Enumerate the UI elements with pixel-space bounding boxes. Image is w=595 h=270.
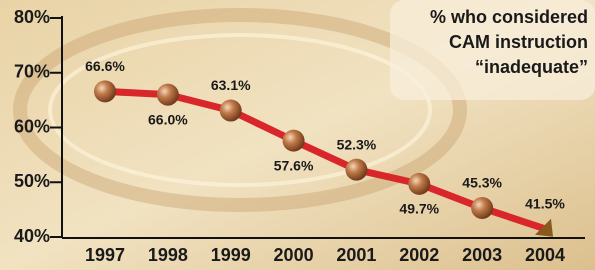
data-label: 41.5%	[525, 195, 565, 211]
x-tick-label: 2002	[399, 245, 439, 265]
marker	[283, 130, 305, 152]
marker	[345, 159, 367, 181]
marker	[220, 100, 242, 122]
chart: % who considered CAM instruction “inadeq…	[0, 0, 595, 270]
marker	[94, 80, 116, 102]
y-tick-label: 60%	[14, 116, 50, 136]
x-tick-label: 2003	[462, 245, 502, 265]
x-tick-label: 1997	[85, 245, 125, 265]
marker	[157, 84, 179, 106]
chart-title: % who considered	[430, 7, 588, 27]
marker	[408, 173, 430, 195]
y-tick-label: 50%	[14, 171, 50, 191]
data-label: 52.3%	[337, 136, 377, 152]
data-label: 49.7%	[399, 201, 439, 217]
data-label: 66.0%	[148, 111, 188, 127]
x-tick-label: 2000	[274, 245, 314, 265]
y-tick-label: 40%	[14, 226, 50, 246]
data-label: 45.3%	[462, 175, 502, 191]
x-tick-label: 2001	[336, 245, 376, 265]
chart-title: “inadequate”	[475, 57, 588, 77]
chart-title: CAM instruction	[449, 32, 588, 52]
marker	[471, 197, 493, 219]
y-tick-label: 70%	[14, 62, 50, 82]
y-tick-label: 80%	[14, 7, 50, 27]
x-tick-label: 1998	[148, 245, 188, 265]
data-label: 66.6%	[85, 58, 125, 74]
data-label: 63.1%	[211, 77, 251, 93]
x-tick-label: 2004	[525, 245, 565, 265]
data-label: 57.6%	[274, 157, 314, 173]
x-tick-label: 1999	[211, 245, 251, 265]
